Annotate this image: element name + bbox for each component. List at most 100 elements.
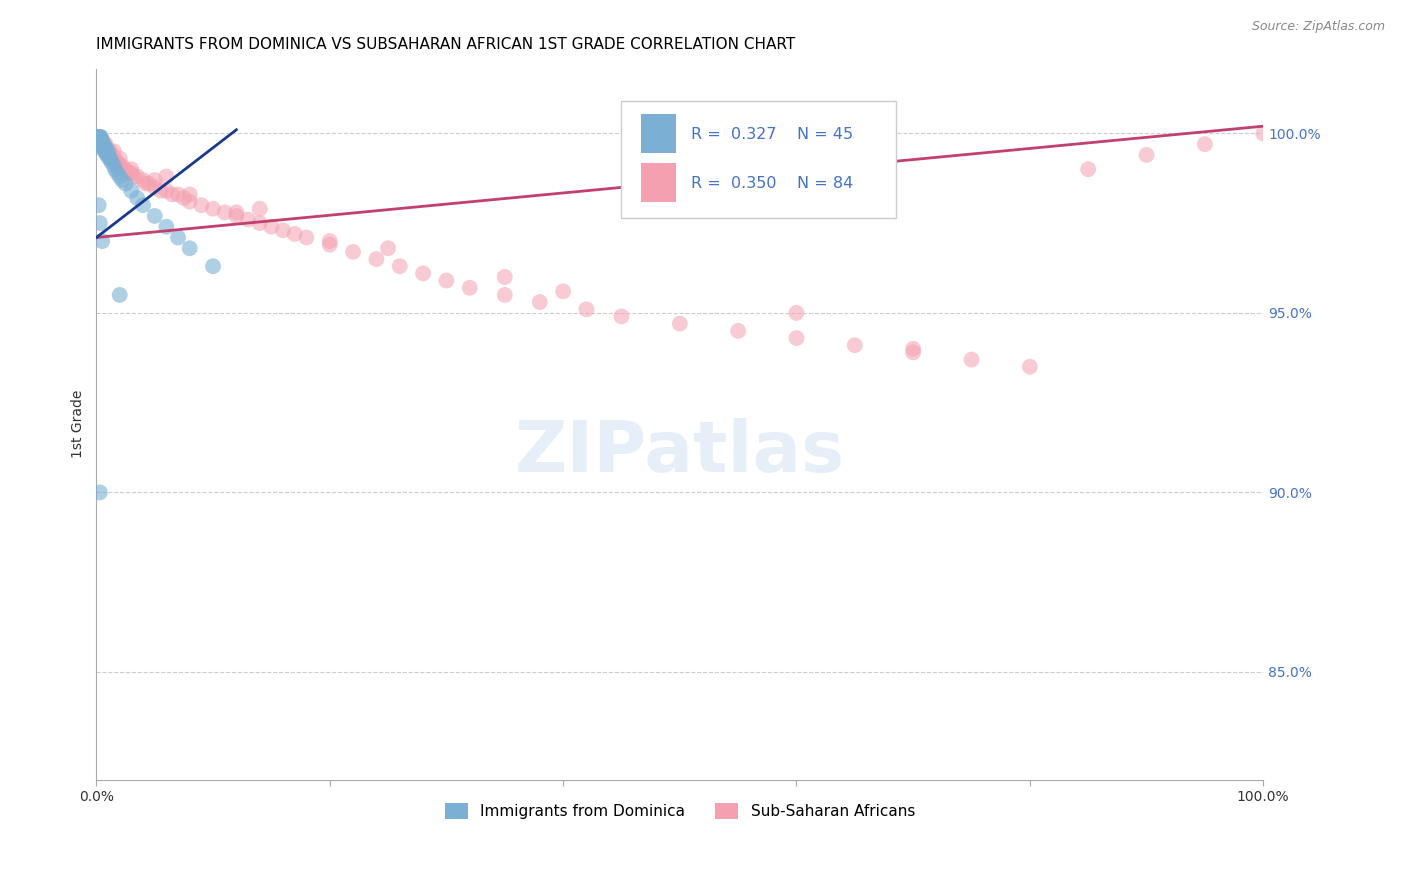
Sub-Saharan Africans bbox=[105, 155, 128, 169]
Sub-Saharan Africans bbox=[610, 310, 633, 324]
Sub-Saharan Africans bbox=[249, 202, 271, 216]
Immigrants from Dominica bbox=[108, 288, 131, 302]
Text: R =  0.350    N = 84: R = 0.350 N = 84 bbox=[692, 176, 853, 191]
Sub-Saharan Africans bbox=[295, 230, 318, 244]
Immigrants from Dominica bbox=[108, 169, 131, 184]
Sub-Saharan Africans bbox=[260, 219, 283, 234]
Immigrants from Dominica bbox=[86, 130, 108, 145]
Sub-Saharan Africans bbox=[155, 184, 177, 198]
Sub-Saharan Africans bbox=[132, 173, 155, 187]
Immigrants from Dominica bbox=[87, 137, 110, 152]
Sub-Saharan Africans bbox=[529, 295, 551, 310]
Immigrants from Dominica bbox=[90, 130, 112, 145]
Sub-Saharan Africans bbox=[118, 166, 141, 180]
Immigrants from Dominica bbox=[104, 162, 127, 177]
Sub-Saharan Africans bbox=[167, 187, 190, 202]
Sub-Saharan Africans bbox=[179, 187, 201, 202]
Sub-Saharan Africans bbox=[236, 212, 259, 227]
Sub-Saharan Africans bbox=[494, 270, 516, 285]
Immigrants from Dominica bbox=[97, 145, 120, 159]
Sub-Saharan Africans bbox=[1077, 162, 1099, 177]
Y-axis label: 1st Grade: 1st Grade bbox=[72, 390, 86, 458]
Immigrants from Dominica bbox=[114, 177, 136, 191]
Sub-Saharan Africans bbox=[727, 324, 749, 338]
Immigrants from Dominica bbox=[105, 166, 128, 180]
Sub-Saharan Africans bbox=[436, 274, 458, 288]
Sub-Saharan Africans bbox=[98, 148, 121, 162]
Sub-Saharan Africans bbox=[127, 169, 149, 184]
Sub-Saharan Africans bbox=[149, 184, 172, 198]
Immigrants from Dominica bbox=[96, 148, 118, 162]
Bar bbox=[641, 162, 676, 202]
Immigrants from Dominica bbox=[98, 152, 121, 166]
Sub-Saharan Africans bbox=[94, 137, 117, 152]
Sub-Saharan Africans bbox=[190, 198, 212, 212]
Sub-Saharan Africans bbox=[1018, 359, 1040, 374]
Sub-Saharan Africans bbox=[143, 180, 166, 194]
Sub-Saharan Africans bbox=[97, 145, 120, 159]
Immigrants from Dominica bbox=[98, 152, 121, 166]
Sub-Saharan Africans bbox=[93, 141, 115, 155]
Sub-Saharan Africans bbox=[103, 145, 125, 159]
Immigrants from Dominica bbox=[132, 198, 155, 212]
Immigrants from Dominica bbox=[89, 130, 111, 145]
Sub-Saharan Africans bbox=[785, 306, 807, 320]
Immigrants from Dominica bbox=[93, 141, 115, 155]
Sub-Saharan Africans bbox=[844, 338, 866, 352]
Immigrants from Dominica bbox=[93, 141, 115, 155]
Sub-Saharan Africans bbox=[901, 345, 924, 359]
Immigrants from Dominica bbox=[91, 141, 114, 155]
Immigrants from Dominica bbox=[202, 259, 225, 273]
Sub-Saharan Africans bbox=[1194, 137, 1216, 152]
Immigrants from Dominica bbox=[86, 134, 108, 148]
Sub-Saharan Africans bbox=[134, 177, 156, 191]
Immigrants from Dominica bbox=[93, 137, 115, 152]
Sub-Saharan Africans bbox=[105, 155, 128, 169]
Sub-Saharan Africans bbox=[89, 134, 111, 148]
Text: Source: ZipAtlas.com: Source: ZipAtlas.com bbox=[1251, 20, 1385, 33]
Immigrants from Dominica bbox=[87, 134, 110, 148]
Sub-Saharan Africans bbox=[90, 134, 112, 148]
Sub-Saharan Africans bbox=[160, 187, 183, 202]
Sub-Saharan Africans bbox=[89, 130, 111, 145]
Sub-Saharan Africans bbox=[179, 194, 201, 209]
Sub-Saharan Africans bbox=[120, 162, 142, 177]
Immigrants from Dominica bbox=[120, 184, 142, 198]
Sub-Saharan Africans bbox=[108, 152, 131, 166]
Sub-Saharan Africans bbox=[551, 285, 574, 299]
Sub-Saharan Africans bbox=[1135, 148, 1157, 162]
Text: ZIPatlas: ZIPatlas bbox=[515, 418, 845, 487]
Sub-Saharan Africans bbox=[90, 134, 112, 148]
Sub-Saharan Africans bbox=[412, 266, 434, 280]
Bar bbox=[641, 114, 676, 153]
Sub-Saharan Africans bbox=[960, 352, 983, 367]
Sub-Saharan Africans bbox=[103, 152, 125, 166]
Immigrants from Dominica bbox=[100, 155, 122, 169]
Sub-Saharan Africans bbox=[249, 216, 271, 230]
Immigrants from Dominica bbox=[111, 173, 134, 187]
Sub-Saharan Africans bbox=[319, 237, 342, 252]
Sub-Saharan Africans bbox=[91, 134, 114, 148]
Sub-Saharan Africans bbox=[225, 205, 247, 219]
Sub-Saharan Africans bbox=[100, 152, 122, 166]
Sub-Saharan Africans bbox=[388, 259, 411, 273]
Sub-Saharan Africans bbox=[155, 169, 177, 184]
Sub-Saharan Africans bbox=[122, 169, 145, 184]
Sub-Saharan Africans bbox=[785, 331, 807, 345]
Immigrants from Dominica bbox=[91, 234, 114, 248]
Sub-Saharan Africans bbox=[173, 191, 195, 205]
FancyBboxPatch shape bbox=[621, 101, 896, 218]
Sub-Saharan Africans bbox=[114, 162, 136, 177]
Sub-Saharan Africans bbox=[108, 159, 131, 173]
Sub-Saharan Africans bbox=[377, 241, 399, 255]
Sub-Saharan Africans bbox=[138, 177, 160, 191]
Immigrants from Dominica bbox=[91, 137, 114, 152]
Sub-Saharan Africans bbox=[458, 281, 481, 295]
Sub-Saharan Africans bbox=[143, 173, 166, 187]
Sub-Saharan Africans bbox=[98, 145, 121, 159]
Sub-Saharan Africans bbox=[98, 148, 121, 162]
Immigrants from Dominica bbox=[89, 137, 111, 152]
Immigrants from Dominica bbox=[93, 145, 115, 159]
Immigrants from Dominica bbox=[94, 145, 117, 159]
Text: R =  0.327    N = 45: R = 0.327 N = 45 bbox=[692, 127, 853, 142]
